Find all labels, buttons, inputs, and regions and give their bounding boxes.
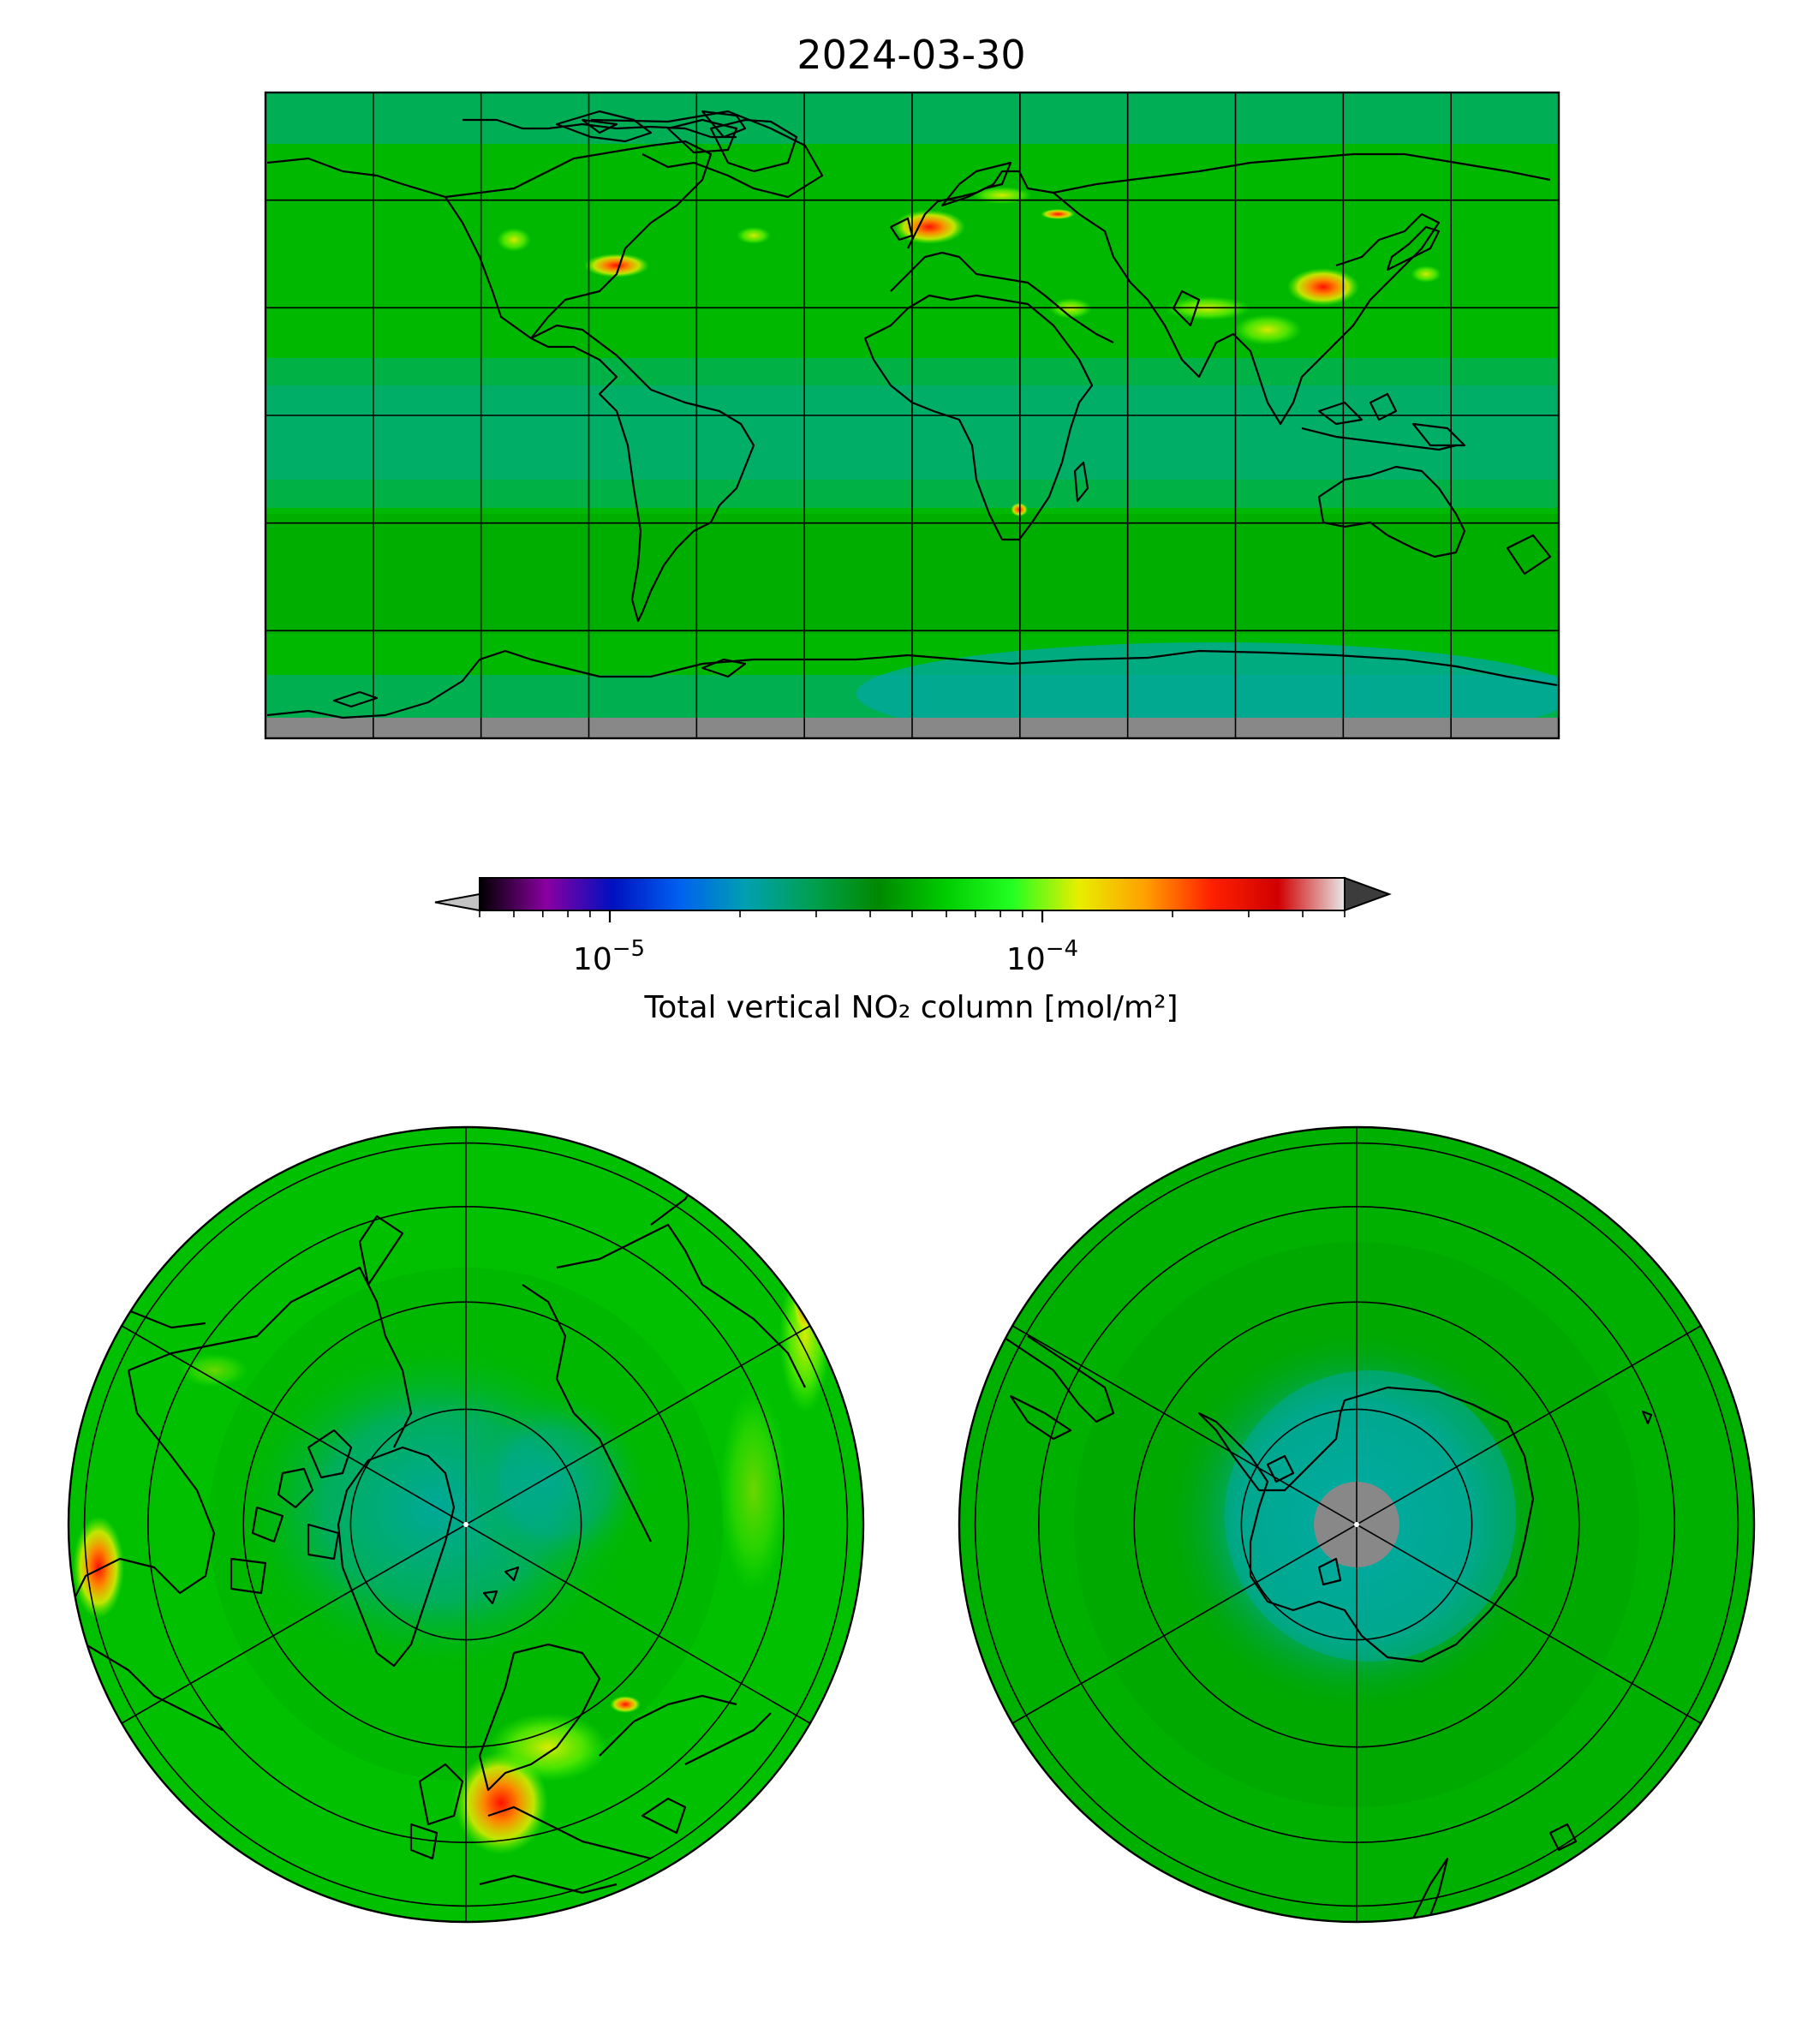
south-polar-map xyxy=(959,1127,1754,1922)
meridian-line xyxy=(465,1325,811,1525)
global-map xyxy=(266,92,1559,738)
colorbar-under-extension xyxy=(434,892,480,912)
colorbar-tick-label-1e-5: 10−5 xyxy=(573,936,645,977)
global-map-frame xyxy=(264,91,1560,740)
figure-title: 2024-03-30 xyxy=(797,32,1025,78)
meridian-line xyxy=(1011,1325,1358,1525)
colorbar-over-extension xyxy=(1344,876,1392,912)
colorbar: 10−5 10−4 Total vertical NO₂ column [mol… xyxy=(434,876,1392,1025)
colorbar-ticks xyxy=(479,910,1346,922)
south-pole-marker xyxy=(1354,1522,1359,1527)
north-pole-marker xyxy=(463,1522,468,1527)
meridian-line xyxy=(121,1325,467,1525)
north-polar-coastlines xyxy=(69,1172,806,1895)
hotspot-east-asia xyxy=(1287,268,1359,306)
north-polar-graticule xyxy=(83,1127,849,1922)
meridian-line xyxy=(1356,1325,1702,1525)
meridian-line xyxy=(121,1524,467,1724)
colorbar-tick-label-1e-4: 10−4 xyxy=(1006,936,1078,977)
north-polar-frame xyxy=(67,1125,865,1924)
colorbar-body xyxy=(479,877,1346,911)
meridian-line xyxy=(1011,1524,1358,1724)
south-polar-frame xyxy=(958,1125,1756,1924)
meridian-line xyxy=(1356,1524,1702,1724)
hotspot-us-east xyxy=(584,254,649,277)
global-coastlines xyxy=(266,110,1558,719)
colorbar-label: Total vertical NO₂ column [mol/m²] xyxy=(643,990,1178,1025)
global-graticule xyxy=(266,92,1559,738)
meridian-line xyxy=(465,1524,811,1724)
south-polar-graticule xyxy=(974,1127,1739,1922)
north-polar-map xyxy=(69,1127,863,1922)
